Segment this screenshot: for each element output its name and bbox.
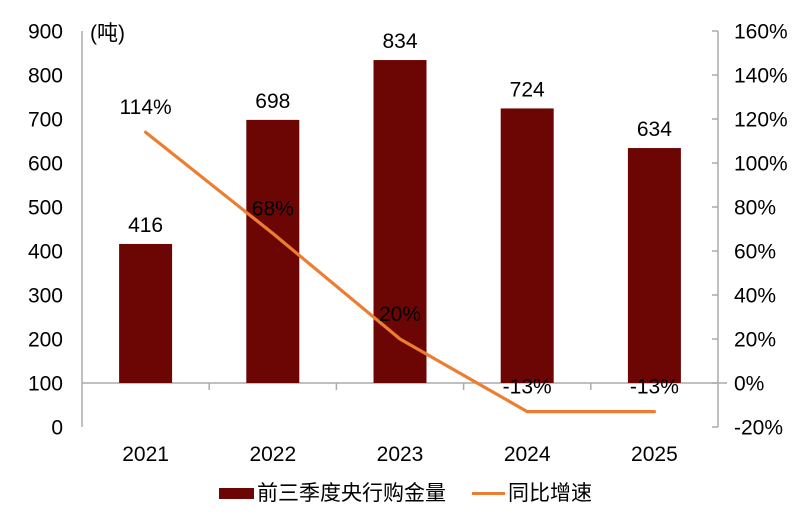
x-axis-category-label: 2024 <box>504 443 551 466</box>
legend-item-bar-series: 前三季度央行购金量 <box>219 480 446 507</box>
right-axis-tick-label: -20% <box>734 417 783 440</box>
right-axis-tick-label: 160% <box>734 21 788 44</box>
bar-series-swatch-icon <box>219 488 254 499</box>
left-axis-tick-label: 600 <box>28 153 63 176</box>
bar-2022 <box>246 119 300 383</box>
bar-2021 <box>119 243 173 383</box>
bar-2025 <box>627 148 681 383</box>
right-axis-tick-label: 120% <box>734 109 788 132</box>
left-axis-tick-label: 400 <box>28 241 63 264</box>
left-axis-tick-label: 100 <box>28 373 63 396</box>
right-axis-tick-label: 100% <box>734 153 788 176</box>
bar-2024 <box>500 108 554 383</box>
right-axis-tick-label: 0% <box>734 373 764 396</box>
bar-value-label: 416 <box>128 214 163 237</box>
line-series-swatch-icon <box>472 492 505 495</box>
left-axis-tick-label: 0 <box>51 417 63 440</box>
x-axis-category-label: 2022 <box>249 443 296 466</box>
left-axis-tick-label: 500 <box>28 197 63 220</box>
right-axis-tick-label: 40% <box>734 285 776 308</box>
bar-value-label: 698 <box>255 90 290 113</box>
x-axis-category-label: 2023 <box>377 443 424 466</box>
x-axis-category-label: 2021 <box>122 443 169 466</box>
right-axis-tick-label: 140% <box>734 65 788 88</box>
left-axis-tick-label: 800 <box>28 65 63 88</box>
line-value-label: -13% <box>630 376 679 399</box>
bar-2023 <box>373 60 427 383</box>
line-value-label: -13% <box>503 376 552 399</box>
axis-unit-label: (吨) <box>90 22 125 45</box>
bar-value-label: 834 <box>382 30 417 53</box>
left-axis-tick-label: 900 <box>28 21 63 44</box>
line-series-label: 同比增速 <box>508 482 592 505</box>
line-value-label: 20% <box>379 303 421 326</box>
growth-line <box>144 130 657 414</box>
left-axis-tick-label: 700 <box>28 109 63 132</box>
left-axis-tick-label: 200 <box>28 329 63 352</box>
x-axis-category-label: 2025 <box>631 443 678 466</box>
left-axis-tick-label: 300 <box>28 285 63 308</box>
right-axis-tick-label: 80% <box>734 197 776 220</box>
line-value-label: 68% <box>252 197 294 220</box>
bar-series-label: 前三季度央行购金量 <box>257 482 446 505</box>
line-value-label: 114% <box>120 96 172 119</box>
bar-value-label: 634 <box>637 118 672 141</box>
bar-value-label: 724 <box>510 78 545 101</box>
legend-item-line-series: 同比增速 <box>472 480 592 507</box>
right-axis-tick-label: 60% <box>734 241 776 264</box>
legend: 前三季度央行购金量 同比增速 <box>0 480 811 507</box>
right-axis-tick-label: 20% <box>734 329 776 352</box>
